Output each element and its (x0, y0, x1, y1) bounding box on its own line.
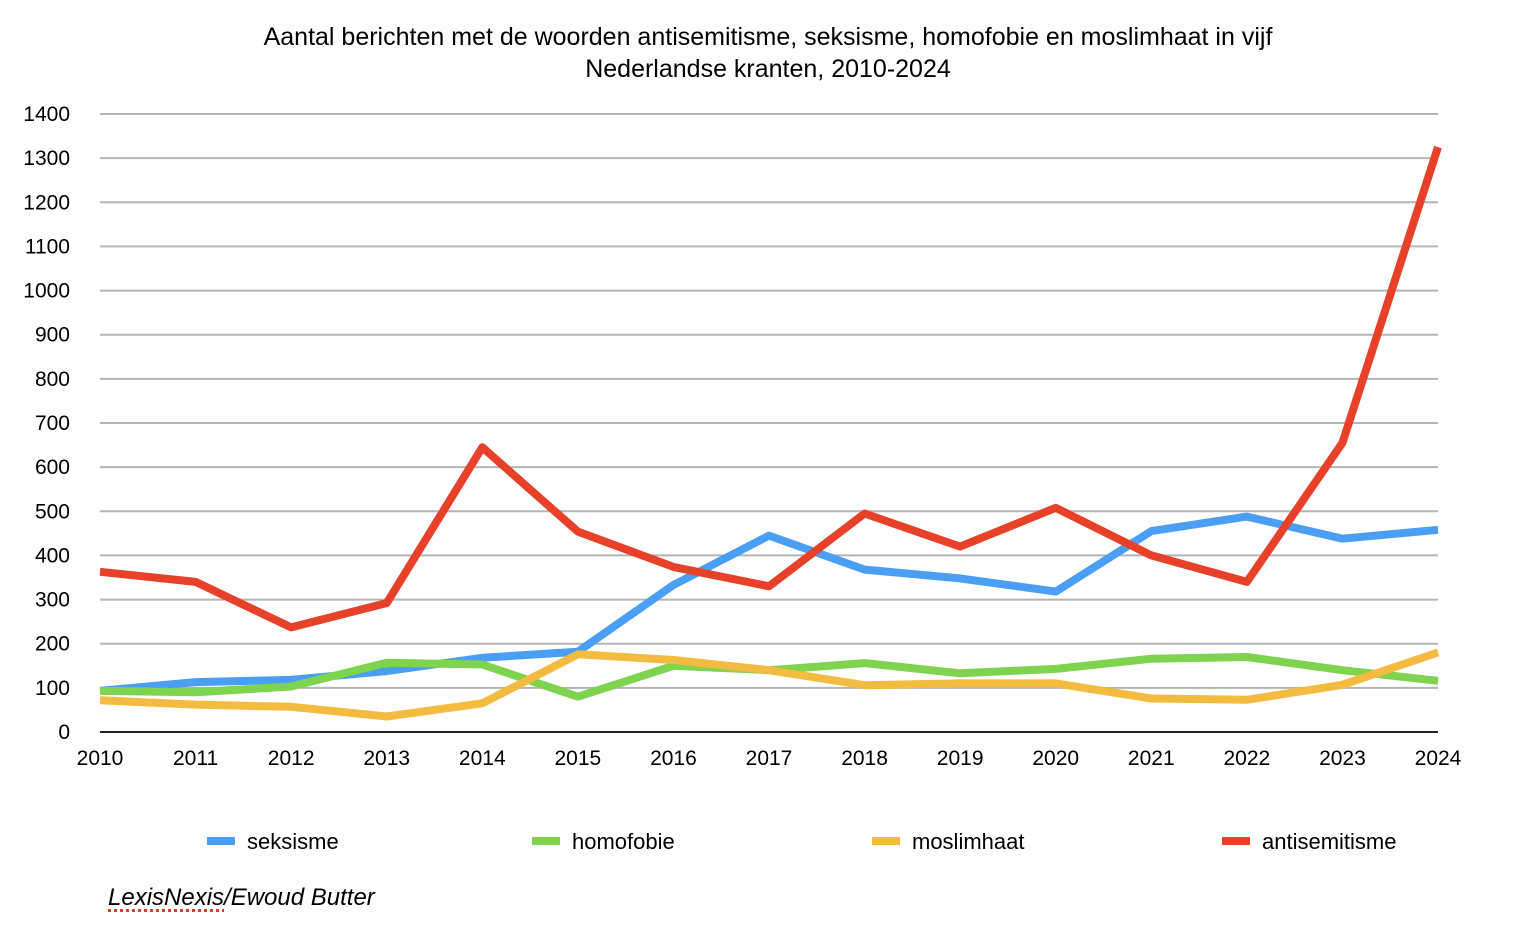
x-tick-label: 2016 (650, 747, 697, 770)
x-tick-label: 2018 (841, 747, 888, 770)
x-tick-label: 2017 (746, 747, 793, 770)
y-tick-label: 1400 (23, 103, 70, 126)
x-tick-label: 2020 (1032, 747, 1079, 770)
legend: seksisme homofobie moslimhaat antisemitisme (207, 829, 1396, 854)
source-credit: LexisNexis/Ewoud Butter (108, 884, 375, 912)
source-author: /Ewoud Butter (224, 884, 375, 911)
legend-label-antisemitisme: antisemitisme (1262, 829, 1396, 854)
y-tick-label: 900 (35, 324, 70, 347)
legend-label-seksisme: seksisme (247, 829, 339, 854)
y-tick-label: 200 (35, 633, 70, 656)
x-tick-label: 2024 (1415, 747, 1462, 770)
y-tick-label: 600 (35, 456, 70, 479)
chart-title-line: Nederlandse kranten, 2010-2024 (585, 55, 951, 83)
y-axis-ticks: 0 100 200 300 400 500 600 700 800 900 1000 1100 1200… (23, 103, 70, 744)
x-tick-label: 2019 (937, 747, 984, 770)
y-tick-label: 1000 (23, 280, 70, 303)
series-line-seksisme (99, 512, 1439, 695)
y-tick-label: 500 (35, 500, 70, 523)
x-tick-label: 2014 (459, 747, 506, 770)
y-tick-label: 100 (35, 677, 70, 700)
x-tick-label: 2012 (268, 747, 315, 770)
series-line-moslimhaat (99, 648, 1440, 721)
y-tick-label: 800 (35, 368, 70, 391)
y-tick-label: 700 (35, 412, 70, 435)
series-lines (99, 145, 1442, 721)
x-tick-label: 2021 (1128, 747, 1175, 770)
y-tick-label: 1300 (23, 147, 70, 170)
x-tick-label: 2010 (77, 747, 124, 770)
series-line-antisemitisme (99, 145, 1442, 632)
y-tick-label: 300 (35, 589, 70, 612)
x-tick-label: 2015 (554, 747, 601, 770)
chart-title-line: Aantal berichten met de woorden antisemi… (264, 23, 1273, 51)
y-tick-label: 0 (58, 721, 70, 744)
legend-label-moslimhaat: moslimhaat (912, 829, 1024, 854)
x-tick-label: 2013 (363, 747, 410, 770)
gridlines (100, 113, 1438, 733)
y-tick-label: 1100 (25, 235, 70, 258)
legend-label-homofobie: homofobie (572, 829, 675, 854)
chart-title: Aantal berichten met de woorden antisemi… (264, 23, 1273, 83)
x-tick-label: 2023 (1319, 747, 1366, 770)
y-tick-label: 1200 (23, 191, 70, 214)
x-tick-label: 2011 (173, 747, 218, 770)
x-tick-label: 2022 (1223, 747, 1270, 770)
y-tick-label: 400 (35, 544, 70, 567)
source-lexisnexis: LexisNexis (108, 884, 225, 911)
x-axis-ticks: 2010 2011 2012 2013 2014 2015 2016 2017 2018 2019… (77, 747, 1462, 770)
